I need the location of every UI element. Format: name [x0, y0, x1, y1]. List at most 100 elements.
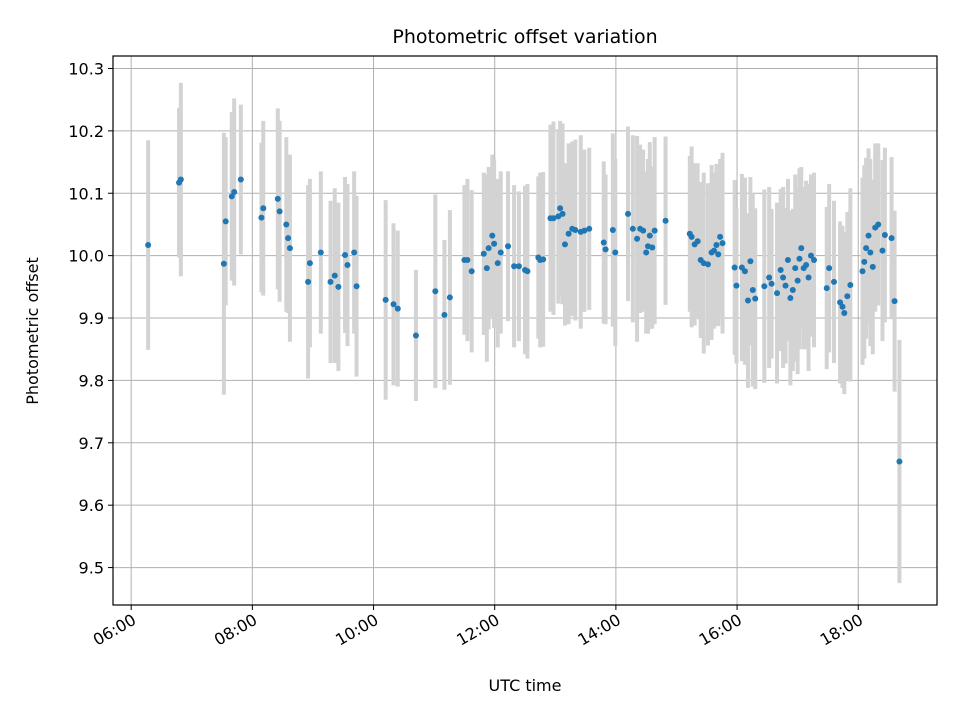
data-point [524, 268, 531, 275]
data-point [464, 257, 471, 264]
data-point [805, 274, 812, 281]
data-points [145, 176, 903, 465]
data-point [807, 252, 814, 259]
y-tick-label: 9.8 [79, 371, 104, 390]
data-point [497, 249, 504, 256]
data-point [283, 221, 290, 228]
data-point [844, 293, 851, 300]
data-point [485, 245, 492, 252]
data-point [446, 294, 453, 301]
data-point [766, 274, 773, 281]
data-point [891, 298, 898, 305]
data-point [494, 260, 501, 267]
data-point [777, 266, 784, 273]
data-point [831, 278, 837, 285]
y-tick-label: 9.6 [79, 496, 104, 515]
data-point [896, 458, 903, 465]
data-point [305, 278, 312, 285]
data-point [231, 189, 238, 196]
data-point [565, 230, 572, 237]
y-tick-label: 9.7 [79, 434, 104, 453]
y-tick-label: 10.2 [68, 122, 104, 141]
data-point [609, 227, 616, 234]
data-point [285, 235, 292, 242]
data-point [550, 215, 557, 222]
data-point [286, 245, 293, 252]
data-point [559, 210, 566, 217]
data-point [744, 297, 751, 304]
data-point [625, 210, 631, 217]
data-point [867, 249, 874, 256]
data-point [752, 295, 759, 302]
data-point [881, 232, 888, 239]
data-point [796, 255, 803, 262]
data-point [811, 257, 818, 264]
data-point [327, 278, 334, 285]
data-point [276, 208, 283, 215]
data-point [489, 232, 496, 239]
data-point [859, 268, 866, 275]
data-point [774, 290, 781, 297]
data-point [747, 258, 754, 265]
data-point [581, 227, 588, 234]
data-point [306, 260, 313, 267]
data-point [331, 272, 338, 279]
data-point [390, 301, 397, 308]
data-point [649, 244, 656, 251]
data-point [634, 235, 641, 242]
plot-frame [112, 55, 938, 606]
data-point [704, 261, 711, 268]
data-point [220, 260, 227, 267]
data-point [412, 332, 419, 339]
data-point [511, 263, 518, 270]
data-point [557, 205, 564, 212]
data-point [629, 225, 636, 232]
data-point [787, 295, 794, 302]
data-point [228, 193, 235, 200]
data-point [432, 288, 439, 295]
y-axis-ticks: 9.5 9.6 9.7 9.8 9.9 10.0 10.1 10.2 10.3 [68, 59, 113, 578]
data-point [688, 233, 695, 240]
data-point [394, 305, 401, 312]
data-point [237, 176, 244, 183]
data-point [847, 281, 854, 288]
data-point [344, 261, 351, 268]
data-point [869, 263, 876, 270]
data-point [260, 205, 267, 212]
data-point [491, 240, 498, 247]
data-point [317, 249, 324, 256]
data-point [798, 245, 805, 252]
data-point [480, 250, 487, 257]
data-point [561, 241, 568, 248]
data-point [643, 249, 650, 256]
data-point [784, 257, 791, 264]
data-point [694, 238, 701, 245]
data-point [651, 227, 658, 234]
data-point [741, 268, 748, 275]
y-tick-label: 10.0 [68, 247, 104, 266]
data-point [861, 258, 868, 265]
data-point [602, 246, 609, 253]
data-point [711, 247, 718, 254]
data-point [640, 227, 647, 234]
data-point [865, 232, 872, 239]
data-point [505, 243, 512, 250]
data-point [768, 280, 775, 287]
data-point [145, 242, 152, 249]
data-point [803, 261, 810, 268]
data-point [600, 239, 607, 246]
data-point [274, 195, 281, 202]
data-point [879, 247, 886, 254]
data-point [719, 240, 726, 247]
data-point [612, 249, 619, 256]
data-point [761, 283, 768, 290]
x-axis-label: UTC time [489, 676, 562, 695]
data-point [468, 268, 475, 275]
data-point [177, 176, 184, 183]
data-point [351, 249, 358, 256]
data-point [863, 245, 870, 252]
data-point [441, 311, 448, 318]
data-point [342, 252, 349, 259]
data-point [888, 235, 895, 242]
data-point [782, 282, 789, 289]
